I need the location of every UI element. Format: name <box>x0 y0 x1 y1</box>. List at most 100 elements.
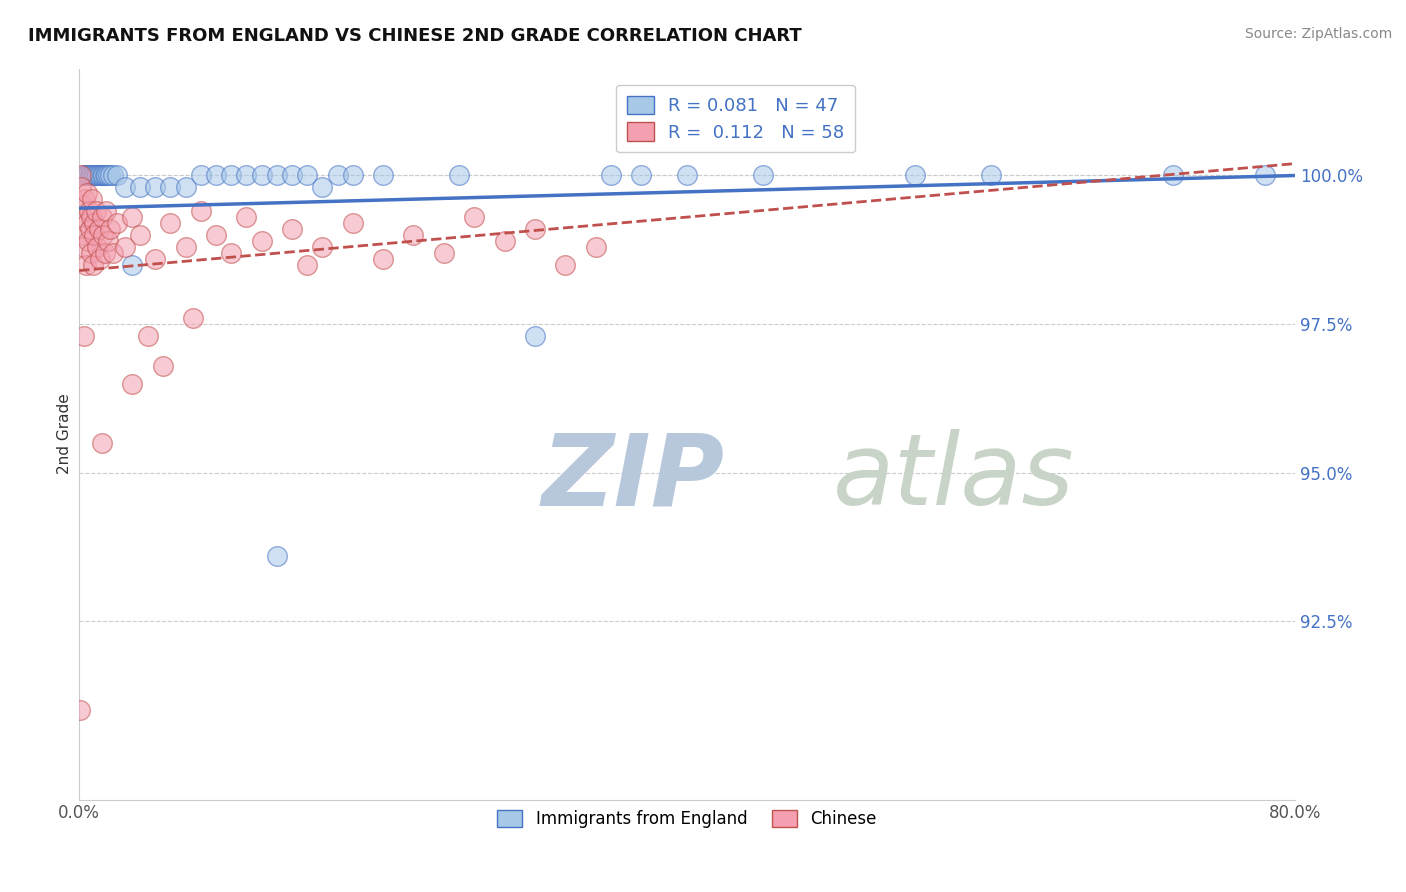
Point <box>77 169 100 183</box>
Point <box>72 210 94 224</box>
Point <box>105 216 128 230</box>
Point <box>433 245 456 260</box>
Text: IMMIGRANTS FROM ENGLAND VS CHINESE 2ND GRADE CORRELATION CHART: IMMIGRANTS FROM ENGLAND VS CHINESE 2ND G… <box>28 27 801 45</box>
Point <box>143 252 166 266</box>
Point <box>79 222 101 236</box>
Point <box>326 169 349 183</box>
Point <box>87 222 110 236</box>
Point <box>101 245 124 260</box>
Point <box>235 210 257 224</box>
Point <box>84 204 107 219</box>
Point <box>219 169 242 183</box>
Point <box>86 240 108 254</box>
Point <box>266 549 288 563</box>
Legend: Immigrants from England, Chinese: Immigrants from England, Chinese <box>491 804 883 835</box>
Point <box>1253 169 1275 183</box>
Point <box>752 169 775 183</box>
Point <box>83 216 105 230</box>
Point <box>80 169 103 183</box>
Point <box>266 169 288 183</box>
Point <box>73 329 96 343</box>
Point <box>83 169 105 183</box>
Point <box>75 258 97 272</box>
Text: atlas: atlas <box>832 429 1074 526</box>
Point <box>174 180 197 194</box>
Point <box>114 180 136 194</box>
Point <box>79 245 101 260</box>
Point <box>114 240 136 254</box>
Point <box>129 180 152 194</box>
Point <box>94 169 117 183</box>
Point <box>76 169 98 183</box>
Point <box>90 436 112 450</box>
Point <box>402 227 425 242</box>
Point <box>89 169 111 183</box>
Point <box>82 258 104 272</box>
Point <box>281 222 304 236</box>
Point <box>83 227 105 242</box>
Point <box>98 222 121 236</box>
Point <box>311 240 333 254</box>
Point <box>75 192 97 206</box>
Point <box>190 204 212 219</box>
Point <box>79 169 101 183</box>
Point <box>69 703 91 717</box>
Point <box>494 234 516 248</box>
Point <box>585 240 607 254</box>
Point <box>205 169 228 183</box>
Point <box>82 169 104 183</box>
Point <box>129 227 152 242</box>
Point <box>97 234 120 248</box>
Point <box>98 169 121 183</box>
Point <box>76 186 98 201</box>
Point <box>77 234 100 248</box>
Point <box>524 329 547 343</box>
Y-axis label: 2nd Grade: 2nd Grade <box>58 393 72 475</box>
Point <box>159 180 181 194</box>
Point <box>96 169 118 183</box>
Point <box>86 169 108 183</box>
Point <box>89 252 111 266</box>
Point <box>77 204 100 219</box>
Point <box>219 245 242 260</box>
Point <box>159 216 181 230</box>
Point <box>76 216 98 230</box>
Point <box>105 169 128 183</box>
Point <box>980 169 1002 183</box>
Point <box>371 252 394 266</box>
Point <box>181 311 204 326</box>
Point <box>630 169 652 183</box>
Point <box>295 258 318 272</box>
Point <box>143 180 166 194</box>
Point <box>205 227 228 242</box>
Text: Source: ZipAtlas.com: Source: ZipAtlas.com <box>1244 27 1392 41</box>
Point <box>190 169 212 183</box>
Point <box>70 180 93 194</box>
Point <box>69 169 91 183</box>
Point <box>524 222 547 236</box>
Point <box>281 169 304 183</box>
Point <box>235 169 257 183</box>
Point <box>342 169 364 183</box>
Point <box>136 329 159 343</box>
Point <box>554 258 576 272</box>
Point <box>250 234 273 248</box>
Point <box>174 240 197 254</box>
Point <box>121 376 143 391</box>
Point <box>94 245 117 260</box>
Point <box>73 169 96 183</box>
Point <box>80 192 103 206</box>
Point <box>152 359 174 373</box>
Point <box>96 204 118 219</box>
Point <box>449 169 471 183</box>
Point <box>250 169 273 183</box>
Point <box>1163 169 1185 183</box>
Point <box>311 180 333 194</box>
Point <box>73 227 96 242</box>
Point <box>87 169 110 183</box>
Point <box>84 169 107 183</box>
Point <box>75 169 97 183</box>
Point <box>90 210 112 224</box>
Point <box>463 210 485 224</box>
Point <box>97 169 120 183</box>
